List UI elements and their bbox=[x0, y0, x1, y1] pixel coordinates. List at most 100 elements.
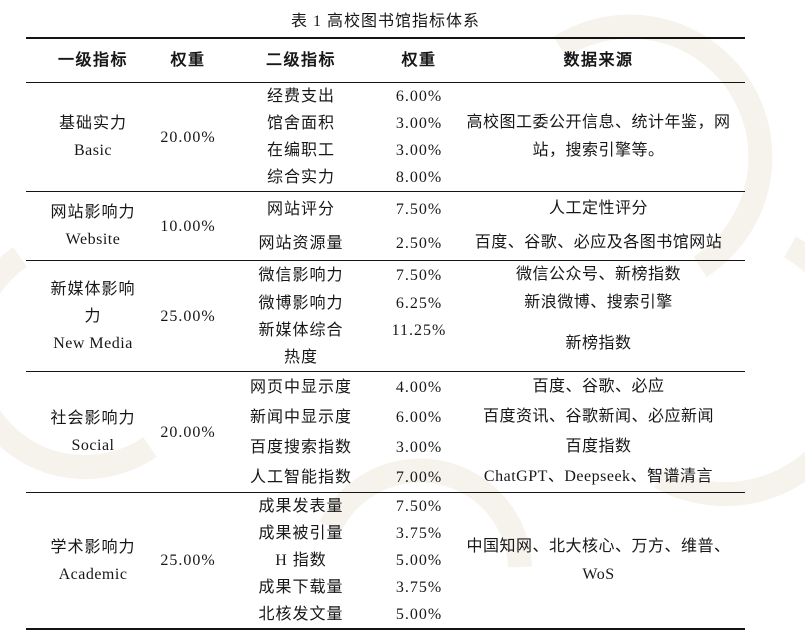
secondary-indicator: 百度搜索指数 bbox=[249, 438, 352, 456]
primary-weight: 25.00% bbox=[160, 307, 216, 325]
data-source-text: 中国知网、北大核心、万方、维普、WoS bbox=[466, 537, 731, 583]
primary-weight: 25.00% bbox=[160, 552, 216, 569]
secondary-weight: 5.00% bbox=[395, 552, 443, 569]
header-primary-weight: 权重 bbox=[170, 52, 206, 69]
data-source-text: 高校图工委公开信息、统计年鉴，网站，搜索引擎等。 bbox=[466, 114, 731, 159]
secondary-weight: 3.00% bbox=[395, 142, 443, 159]
header-secondary-indicator: 二级指标 bbox=[265, 52, 336, 69]
secondary-indicator: 网站资源量 bbox=[258, 234, 344, 252]
data-source-text: ChatGPT、Deepseek、智谱清言 bbox=[483, 468, 714, 485]
table-row: 综合实力 8.00% bbox=[26, 164, 745, 192]
secondary-indicator: 人工智能指数 bbox=[249, 468, 352, 486]
secondary-indicator: H 指数 bbox=[275, 552, 327, 569]
primary-indicator-zh: 网站影响力 bbox=[50, 204, 136, 221]
primary-indicator-cell: 新媒体影响力 New Media bbox=[26, 261, 160, 372]
section-basic: 基础实力 Basic 20.00% 经费支出 6.00% 高校图工委公开信息、统… bbox=[26, 82, 745, 192]
secondary-indicator: 北核发文量 bbox=[258, 606, 344, 623]
secondary-indicator: 在编职工 bbox=[266, 142, 335, 159]
primary-indicator-zh: 基础实力 bbox=[58, 115, 127, 132]
primary-weight: 20.00% bbox=[160, 423, 216, 441]
header-data-source: 数据来源 bbox=[563, 52, 634, 69]
section-website: 网站影响力 Website 10.00% 网站评分 7.50% 人工定性评分 网… bbox=[26, 191, 745, 261]
primary-indicator-cell: 学术影响力 Academic bbox=[26, 493, 160, 630]
data-source-text: 百度资讯、谷歌新闻、必应新闻 bbox=[482, 408, 714, 425]
data-source-cell: 新榜指数 bbox=[452, 317, 745, 372]
header-secondary-weight: 权重 bbox=[401, 52, 437, 69]
table-row: 新闻中显示度 6.00% 百度资讯、谷歌新闻、必应新闻 bbox=[26, 402, 745, 432]
secondary-weight: 7.50% bbox=[395, 200, 443, 218]
secondary-weight: 5.00% bbox=[395, 606, 443, 623]
data-source-text: 微信公众号、新榜指数 bbox=[515, 266, 681, 283]
primary-weight: 20.00% bbox=[160, 128, 216, 146]
data-source-cell: 人工定性评分 bbox=[452, 192, 745, 227]
data-source-text: 人工定性评分 bbox=[548, 200, 648, 217]
secondary-weight: 4.00% bbox=[395, 378, 443, 396]
secondary-weight: 6.00% bbox=[395, 88, 443, 105]
secondary-indicator: 新媒体综合热度 bbox=[258, 322, 344, 366]
data-source-cell: 百度、谷歌、必应 bbox=[452, 372, 745, 403]
secondary-indicator: 新闻中显示度 bbox=[249, 408, 352, 426]
table-caption: 表 1 高校图书馆指标体系 bbox=[290, 13, 480, 30]
secondary-indicator: 成果下载量 bbox=[258, 579, 344, 596]
header-row: 一级指标 权重 二级指标 权重 数据来源 bbox=[26, 38, 745, 83]
data-source-cell: 中国知网、北大核心、万方、维普、WoS bbox=[452, 493, 745, 630]
data-source-cell: 百度、谷歌、必应及各图书馆网站 bbox=[452, 226, 745, 261]
data-source-text: 百度、谷歌、必应 bbox=[532, 378, 665, 395]
primary-weight: 10.00% bbox=[160, 217, 216, 235]
primary-indicator-cell: 基础实力 Basic bbox=[26, 83, 160, 192]
data-source-text: 百度指数 bbox=[565, 438, 632, 455]
secondary-weight: 6.00% bbox=[395, 408, 443, 426]
secondary-weight: 8.00% bbox=[395, 169, 443, 186]
secondary-indicator: 微信影响力 bbox=[258, 266, 344, 284]
secondary-weight: 3.75% bbox=[395, 525, 443, 542]
primary-indicator-en: Academic bbox=[58, 565, 128, 583]
indicator-table: 一级指标 权重 二级指标 权重 数据来源 基础实力 Basic 20.00% 经… bbox=[26, 37, 745, 630]
table-row: 网站资源量 2.50% 百度、谷歌、必应及各图书馆网站 bbox=[26, 226, 745, 261]
secondary-indicator: 成果发表量 bbox=[258, 498, 344, 515]
page: 表 1 高校图书馆指标体系 一级指标 权重 二级指标 权重 数据来源 基础实力 bbox=[0, 7, 805, 638]
data-source-cell: ChatGPT、Deepseek、智谱清言 bbox=[452, 462, 745, 493]
section-new-media: 新媒体影响力 New Media 25.00% 微信影响力 7.50% 微信公众… bbox=[26, 260, 745, 372]
secondary-weight: 3.00% bbox=[395, 115, 443, 132]
table-row: 新媒体影响力 New Media 25.00% 微信影响力 7.50% 微信公众… bbox=[26, 261, 745, 352]
data-source-text: 百度、谷歌、必应及各图书馆网站 bbox=[474, 234, 723, 251]
secondary-indicator: 微博影响力 bbox=[258, 294, 344, 312]
table-row: 学术影响力 Academic 25.00% 成果发表量 7.50% 中国知网、北… bbox=[26, 493, 745, 583]
primary-indicator-zh: 社会影响力 bbox=[50, 410, 136, 427]
primary-indicator-cell: 社会影响力 Social bbox=[26, 372, 160, 493]
secondary-indicator: 馆舍面积 bbox=[266, 115, 335, 132]
data-source-cell: 高校图工委公开信息、统计年鉴，网站，搜索引擎等。 bbox=[452, 83, 745, 192]
table-row: 基础实力 Basic 20.00% 经费支出 6.00% 高校图工委公开信息、统… bbox=[26, 83, 745, 159]
table-row: 成果下载量 3.75% bbox=[26, 574, 745, 601]
secondary-indicator: 网站评分 bbox=[266, 200, 335, 218]
table-row: 社会影响力 Social 20.00% 网页中显示度 4.00% 百度、谷歌、必… bbox=[26, 372, 745, 454]
secondary-weight: 3.75% bbox=[395, 579, 443, 596]
primary-indicator-cell: 网站影响力 Website bbox=[26, 192, 160, 261]
header-primary-indicator: 一级指标 bbox=[57, 52, 128, 69]
table-row: 百度搜索指数 3.00% 百度指数 bbox=[26, 432, 745, 462]
primary-indicator-zh: 学术影响力 bbox=[50, 538, 136, 556]
data-source-cell: 百度指数 bbox=[452, 432, 745, 462]
secondary-indicator: 成果被引量 bbox=[258, 525, 344, 542]
data-source-cell: 百度资讯、谷歌新闻、必应新闻 bbox=[452, 402, 745, 432]
table-row: 成果被引量 3.75% bbox=[26, 520, 745, 547]
primary-indicator-zh: 新媒体影响力 bbox=[50, 280, 136, 325]
secondary-indicator: 经费支出 bbox=[266, 88, 335, 105]
table-row: 在编职工 3.00% bbox=[26, 137, 745, 164]
secondary-weight: 6.25% bbox=[395, 294, 443, 312]
table-row: 人工智能指数 7.00% ChatGPT、Deepseek、智谱清言 bbox=[26, 462, 745, 493]
section-academic: 学术影响力 Academic 25.00% 成果发表量 7.50% 中国知网、北… bbox=[26, 492, 745, 630]
data-source-text: 新浪微博、搜索引擎 bbox=[524, 294, 673, 311]
table-row: 网站影响力 Website 10.00% 网站评分 7.50% 人工定性评分 bbox=[26, 192, 745, 248]
primary-indicator-en: Social bbox=[71, 437, 115, 454]
secondary-weight: 3.00% bbox=[395, 438, 443, 456]
data-source-cell: 微信公众号、新榜指数 bbox=[452, 261, 745, 290]
primary-indicator-en: Basic bbox=[73, 142, 113, 159]
table-header: 一级指标 权重 二级指标 权重 数据来源 bbox=[26, 38, 745, 83]
section-social: 社会影响力 Social 20.00% 网页中显示度 4.00% 百度、谷歌、必… bbox=[26, 371, 745, 493]
data-source-cell: 新浪微博、搜索引擎 bbox=[452, 289, 745, 317]
secondary-weight: 7.00% bbox=[395, 468, 443, 486]
table-row: 北核发文量 5.00% bbox=[26, 601, 745, 629]
table-row: H 指数 5.00% bbox=[26, 547, 745, 574]
secondary-indicator: 网页中显示度 bbox=[249, 378, 352, 396]
